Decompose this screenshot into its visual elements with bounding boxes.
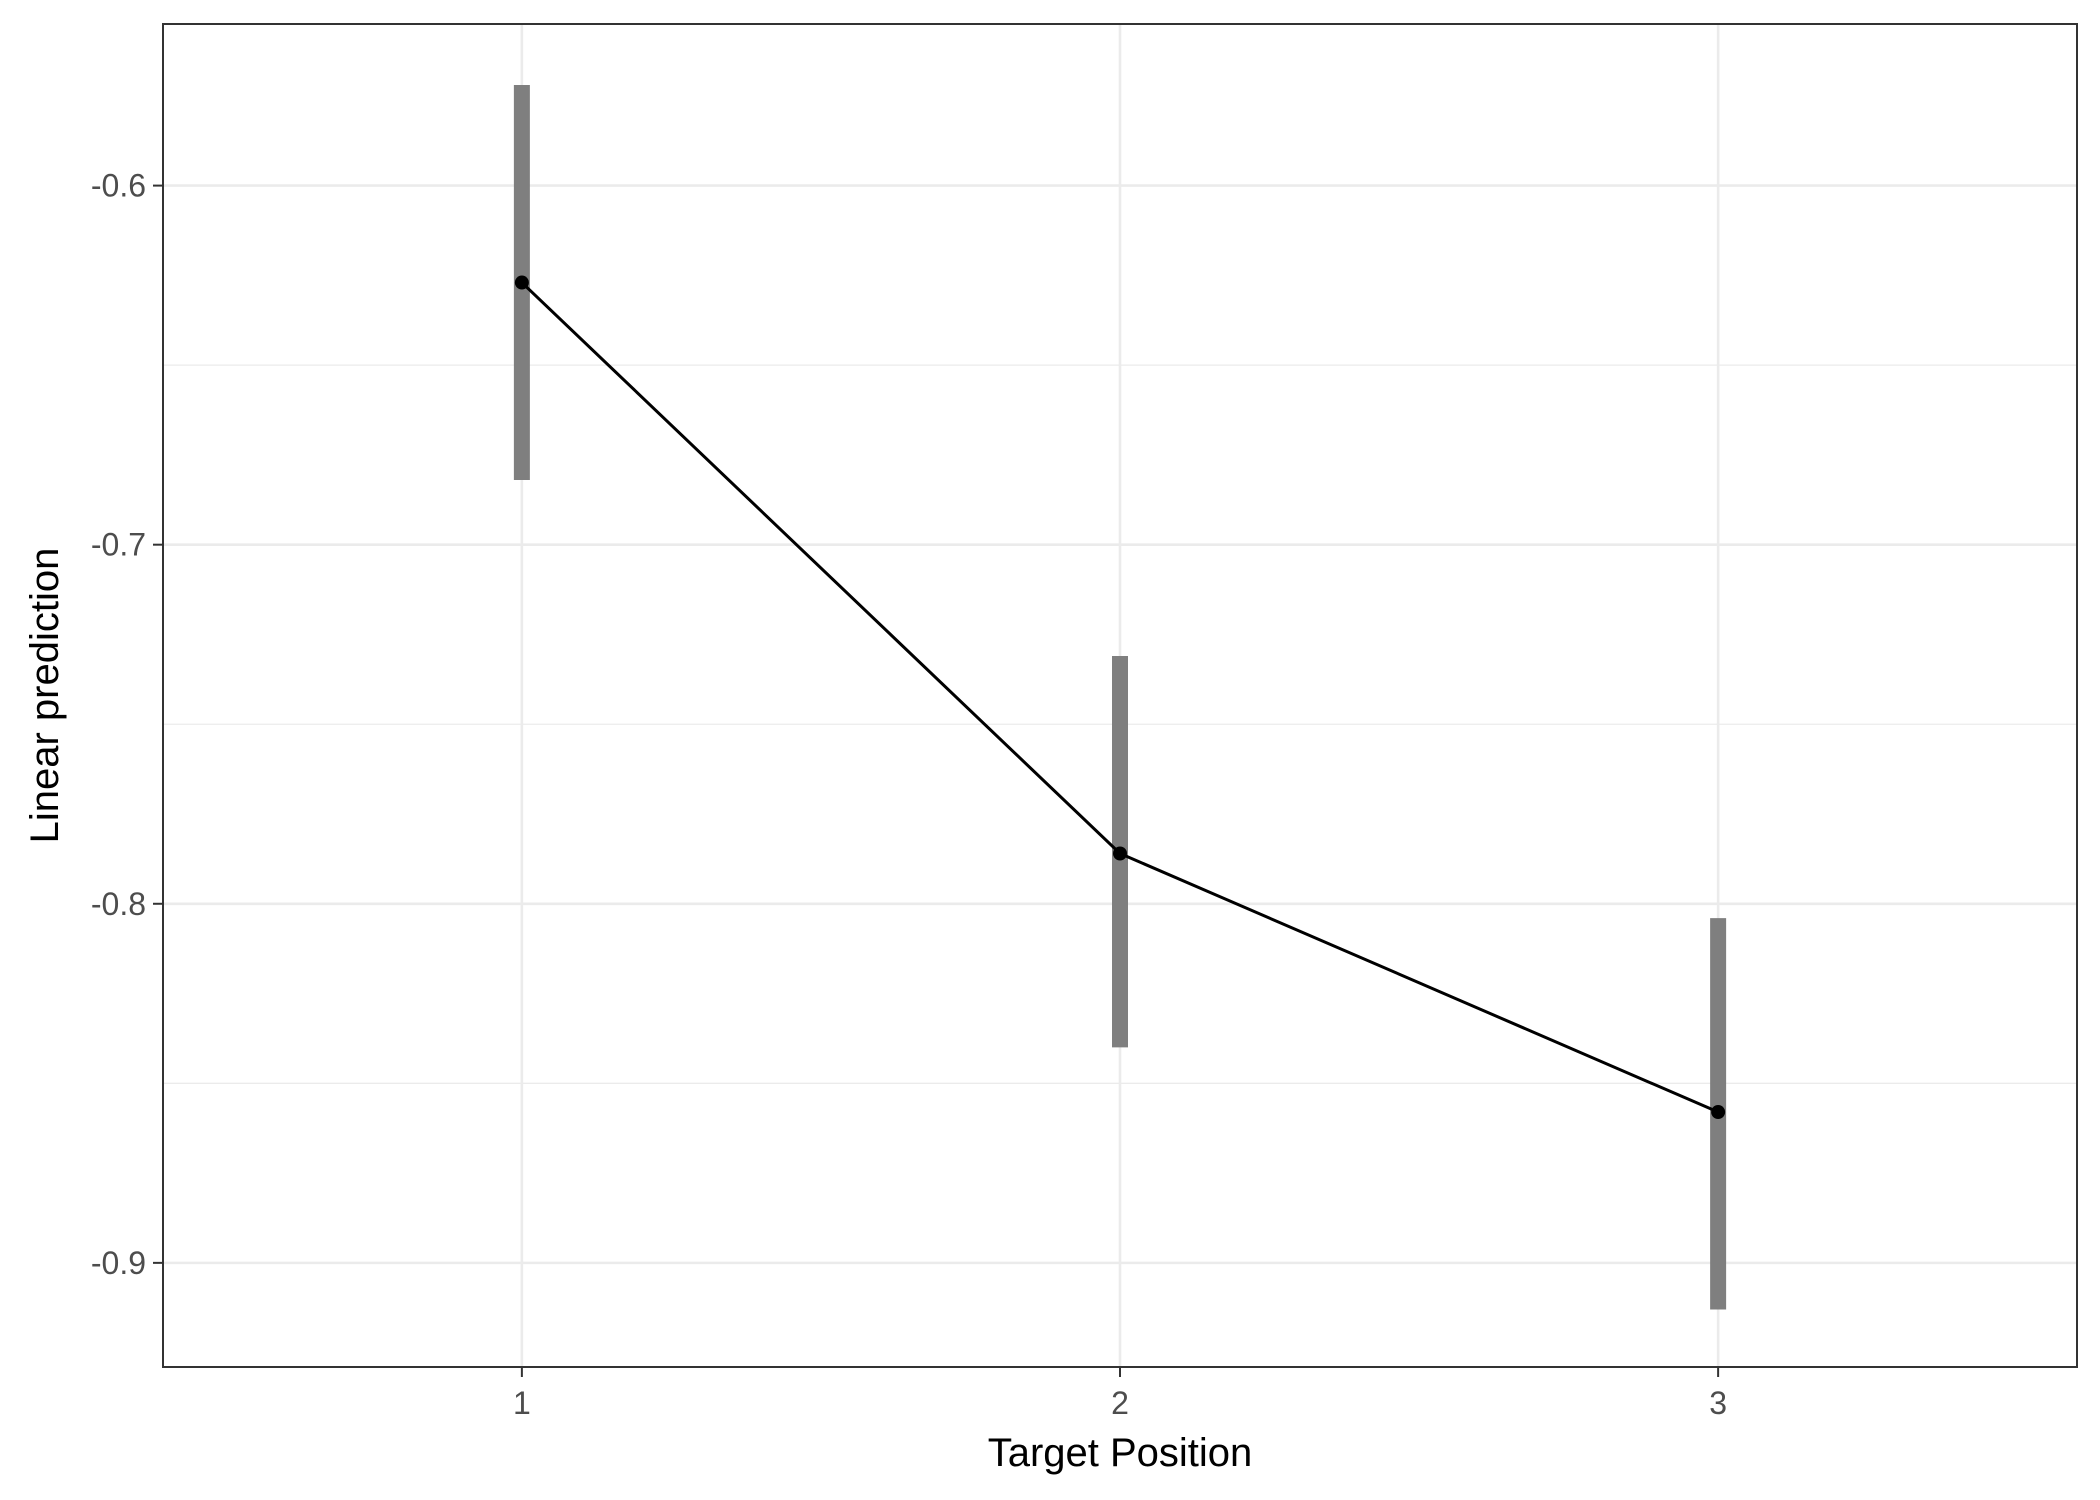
data-point [1113,846,1127,861]
data-point [1711,1105,1726,1120]
y-tick-label: -0.8 [91,886,146,922]
x-tick-label: 1 [513,1385,531,1421]
data-point [514,275,529,290]
x-tick-labels: 1 2 3 [513,1385,1727,1421]
y-tick-label: -0.7 [91,527,146,563]
x-tick-label: 2 [1111,1385,1129,1421]
axis-ticks [153,184,1720,1377]
y-tick-labels: -0.9 -0.8 -0.7 -0.6 [91,168,146,1281]
x-axis-title: Target Position [988,1431,1253,1475]
data-points [514,275,1726,1120]
y-axis-title: Linear prediction [23,548,67,844]
y-tick-label: -0.9 [91,1245,146,1281]
x-tick-label: 3 [1709,1385,1727,1421]
y-tick-label: -0.6 [91,168,146,204]
